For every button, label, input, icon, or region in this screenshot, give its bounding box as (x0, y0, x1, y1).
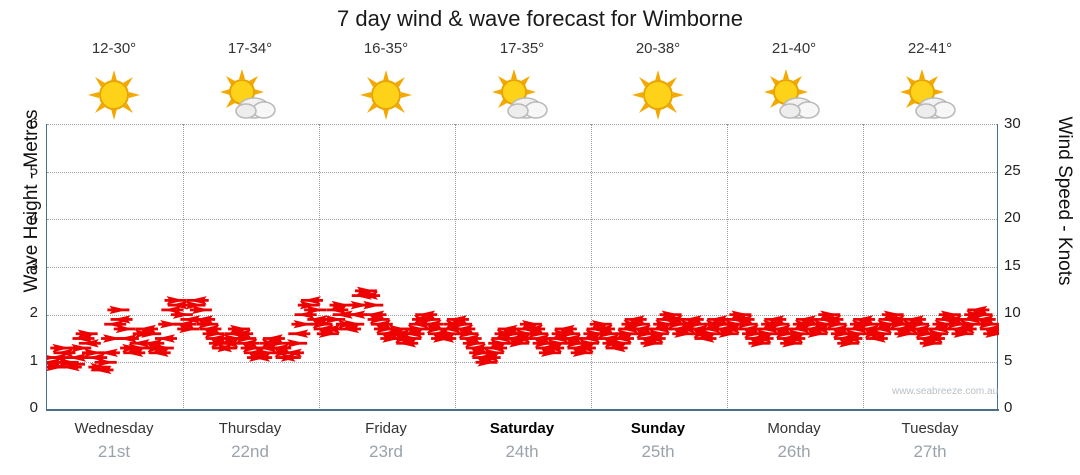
weather-icon-partly-cloudy-day-3 (454, 68, 590, 122)
day-date-0: 21st (97, 442, 131, 461)
y-right-tick-30: 30 (1004, 115, 1021, 132)
day-column-4: Sunday 25th (590, 418, 726, 464)
weather-icon-sunny-day-2 (318, 68, 454, 122)
day-divider-2 (319, 124, 321, 410)
day-divider-4 (591, 124, 593, 410)
day-date-6: 27th (913, 442, 947, 461)
day-divider-6 (863, 124, 865, 410)
day-divider-1 (183, 124, 185, 410)
day-column-5: Monday 26th (726, 418, 862, 464)
y-left-tick-4: 4 (29, 209, 38, 226)
temp-day-4: 20-38° (635, 40, 681, 57)
day-divider-3 (455, 124, 457, 410)
weather-icon-row (46, 68, 998, 122)
day-date-5: 26th (777, 442, 811, 461)
y-right-tick-10: 10 (1004, 304, 1021, 321)
y-left-tick-6: 6 (29, 115, 38, 132)
temp-day-1: 17-34° (227, 40, 273, 57)
day-name-4: Sunday (630, 420, 686, 437)
y-right-tick-0: 0 (1004, 399, 1013, 416)
gridline-6 (47, 124, 997, 126)
temp-day-6: 22-41° (907, 40, 953, 57)
temp-day-2: 16-35° (363, 40, 409, 57)
temp-day-3: 17-35° (499, 40, 545, 57)
x-axis-line (46, 409, 999, 411)
y-right-tick-15: 15 (1004, 257, 1021, 274)
day-name-2: Friday (365, 420, 407, 437)
y-left-tick-0: 0 (29, 399, 38, 416)
y-left-tick-2: 2 (29, 304, 38, 321)
weather-icon-partly-cloudy-day-5 (726, 68, 862, 122)
weather-icon-sunny-day-0 (46, 68, 182, 122)
y-axis-label-right: Wind Speed - Knots (1054, 116, 1075, 286)
y-axis-label-left: Wave Height - Metres (21, 109, 42, 293)
gridline-2 (47, 314, 997, 317)
day-column-1: Thursday 22nd (182, 418, 318, 464)
day-label-row: Wednesday 21st Thursday 22nd Friday 23rd… (46, 418, 998, 470)
y-left-tick-1: 1 (29, 352, 38, 369)
day-column-3: Saturday 24th (454, 418, 590, 464)
day-name-0: Wednesday (74, 420, 154, 437)
day-divider-5 (727, 124, 729, 410)
y-right-tick-20: 20 (1004, 209, 1021, 226)
temp-day-5: 21-40° (771, 40, 817, 57)
gridline-1 (47, 362, 997, 364)
y-left-tick-3: 3 (29, 257, 38, 274)
y-right-tick-25: 25 (1004, 162, 1021, 179)
plot-area (46, 124, 999, 410)
day-name-3: Saturday (489, 420, 555, 437)
day-column-6: Tuesday 27th (862, 418, 998, 464)
gridline-4 (47, 219, 997, 221)
gridline-3 (47, 267, 997, 269)
y-right-tick-5: 5 (1004, 352, 1013, 369)
day-date-3: 24th (505, 442, 539, 461)
weather-icon-partly-cloudy-day-6 (862, 68, 998, 122)
watermark: www.seabreeze.com.au (892, 386, 999, 397)
day-date-2: 23rd (368, 442, 404, 461)
weather-icon-sunny-day-4 (590, 68, 726, 122)
day-column-2: Friday 23rd (318, 418, 454, 464)
wind-arrow-series (47, 286, 999, 375)
gridline-5 (47, 171, 997, 174)
day-name-6: Tuesday (901, 420, 959, 437)
y-left-tick-5: 5 (29, 162, 38, 179)
day-name-1: Thursday (218, 420, 282, 437)
weather-icon-partly-cloudy-day-1 (182, 68, 318, 122)
temp-day-0: 12-30° (91, 40, 137, 57)
day-date-1: 22nd (231, 442, 269, 461)
temperature-row: 12-30° 17-34° 16-35° 17-35° 20-38° 21-40… (46, 40, 998, 64)
day-name-5: Monday (767, 420, 821, 437)
page-title: 7 day wind & wave forecast for Wimborne (337, 6, 743, 31)
day-column-0: Wednesday 21st (46, 418, 182, 464)
day-date-4: 25th (641, 442, 675, 461)
